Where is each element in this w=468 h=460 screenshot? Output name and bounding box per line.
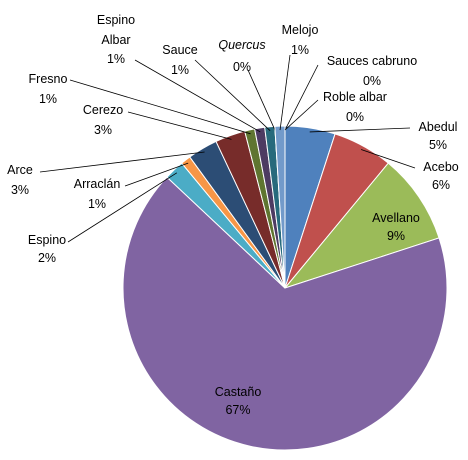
slice-name: Cerezo xyxy=(82,103,124,117)
slice-name: Roble albar xyxy=(323,90,387,104)
slice-percent: 6% xyxy=(431,178,451,192)
slice-percent: 1% xyxy=(87,197,107,211)
leader-line xyxy=(194,59,271,131)
slice-name: Quercus xyxy=(218,38,266,52)
slice-percent: 9% xyxy=(386,229,406,243)
slice-percent: 2% xyxy=(37,251,57,265)
slice-name: Avellano xyxy=(372,211,420,225)
slice-percent: 1% xyxy=(170,63,190,77)
slice-percent: 5% xyxy=(428,138,448,152)
slice-name: Arce xyxy=(7,163,33,177)
slice-percent: 0% xyxy=(362,74,382,88)
leader-line xyxy=(127,111,232,140)
slice-name: Sauces cabruno xyxy=(326,54,418,68)
slice-name: Castaño xyxy=(214,385,262,399)
slice-name: Arraclán xyxy=(73,177,121,191)
leader-line xyxy=(284,64,319,131)
slice-name: Acebo xyxy=(423,160,459,174)
slice-percent: 67% xyxy=(225,403,251,417)
leader-line xyxy=(124,162,189,187)
slice-name: Fresno xyxy=(28,72,68,86)
leader-line xyxy=(39,151,205,173)
slice-percent: 1% xyxy=(290,43,310,57)
slice-name: Sauce xyxy=(162,43,198,57)
pie-slice xyxy=(283,162,440,290)
leader-line xyxy=(134,59,261,133)
leader-line xyxy=(279,54,291,131)
leader-line xyxy=(309,127,411,133)
slice-percent: 3% xyxy=(93,123,113,137)
slice-name: Melojo xyxy=(281,23,319,37)
leader-line xyxy=(360,149,416,169)
slice-name: Espino xyxy=(27,233,67,247)
pie-slice xyxy=(122,176,448,451)
slice-percent: 3% xyxy=(10,183,30,197)
slice-name: Abedul xyxy=(418,120,458,134)
leader-line xyxy=(284,99,319,131)
slice-percent: 1% xyxy=(38,92,58,106)
slice-percent: 0% xyxy=(345,110,365,124)
slice-percent: 0% xyxy=(232,60,252,74)
slice-percent: 1% xyxy=(106,52,126,66)
slice-name: Espino Albar xyxy=(96,13,136,47)
leader-line xyxy=(247,69,276,131)
leader-line xyxy=(67,172,178,243)
leader-line xyxy=(69,79,251,135)
